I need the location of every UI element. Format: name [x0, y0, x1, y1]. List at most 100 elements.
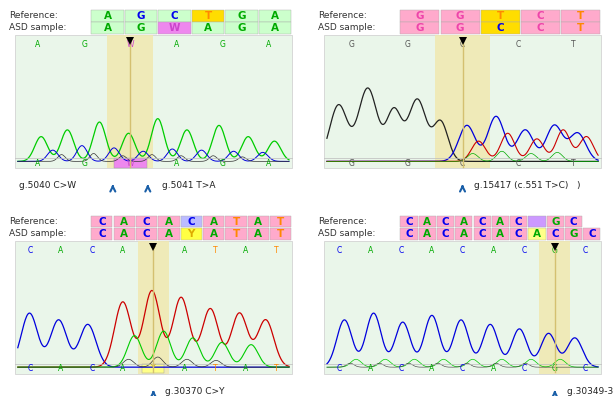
Text: A: A: [368, 364, 373, 373]
FancyBboxPatch shape: [248, 228, 269, 240]
Text: C: C: [522, 364, 527, 373]
Text: C: C: [522, 246, 527, 255]
FancyBboxPatch shape: [136, 216, 157, 227]
FancyBboxPatch shape: [481, 22, 520, 34]
Text: G: G: [551, 217, 560, 227]
Text: G: G: [404, 40, 410, 49]
FancyBboxPatch shape: [437, 228, 454, 240]
FancyBboxPatch shape: [192, 22, 224, 34]
Text: A: A: [243, 246, 248, 255]
Text: A: A: [460, 229, 468, 239]
Text: T: T: [205, 11, 211, 21]
Text: A: A: [210, 229, 218, 239]
FancyBboxPatch shape: [248, 216, 269, 227]
Text: A: A: [181, 364, 187, 373]
Text: G: G: [416, 23, 424, 33]
FancyBboxPatch shape: [136, 228, 157, 240]
Text: G: G: [552, 364, 558, 373]
FancyBboxPatch shape: [521, 22, 560, 34]
Text: A: A: [266, 40, 272, 49]
Text: C: C: [588, 229, 596, 239]
Text: C: C: [460, 364, 465, 373]
Text: A: A: [271, 11, 279, 21]
FancyBboxPatch shape: [203, 216, 224, 227]
Text: g.15417 (c.551 T>C)   ): g.15417 (c.551 T>C) ): [474, 181, 581, 190]
Text: A: A: [58, 246, 64, 255]
Text: G: G: [237, 23, 246, 33]
FancyBboxPatch shape: [113, 216, 135, 227]
Text: W: W: [126, 40, 134, 49]
FancyBboxPatch shape: [138, 241, 169, 374]
Text: T: T: [213, 364, 217, 373]
FancyBboxPatch shape: [226, 228, 246, 240]
Text: A: A: [243, 364, 248, 373]
Text: A: A: [368, 246, 373, 255]
FancyBboxPatch shape: [107, 35, 153, 168]
FancyBboxPatch shape: [400, 10, 440, 22]
FancyBboxPatch shape: [492, 216, 509, 227]
FancyBboxPatch shape: [474, 228, 490, 240]
Text: G: G: [219, 40, 226, 49]
Text: A: A: [174, 40, 179, 49]
Text: G: G: [137, 23, 145, 33]
FancyBboxPatch shape: [419, 228, 436, 240]
FancyBboxPatch shape: [419, 216, 436, 227]
FancyBboxPatch shape: [226, 10, 258, 22]
Text: A: A: [58, 364, 64, 373]
Text: C: C: [460, 40, 465, 49]
FancyBboxPatch shape: [226, 22, 258, 34]
FancyBboxPatch shape: [455, 228, 473, 240]
FancyBboxPatch shape: [91, 228, 112, 240]
Text: G: G: [137, 11, 145, 21]
Text: C: C: [98, 217, 105, 227]
FancyBboxPatch shape: [435, 35, 490, 168]
FancyBboxPatch shape: [565, 216, 582, 227]
Text: A: A: [423, 229, 432, 239]
FancyBboxPatch shape: [562, 10, 601, 22]
FancyBboxPatch shape: [192, 10, 224, 22]
FancyBboxPatch shape: [584, 228, 601, 240]
Text: A: A: [429, 246, 435, 255]
Text: g.30370 C>Y: g.30370 C>Y: [165, 387, 224, 396]
Text: A: A: [181, 246, 187, 255]
Text: C: C: [405, 229, 413, 239]
FancyBboxPatch shape: [259, 22, 291, 34]
Text: T: T: [213, 246, 217, 255]
FancyBboxPatch shape: [270, 228, 291, 240]
Text: C: C: [89, 364, 94, 373]
Text: A: A: [460, 217, 468, 227]
Text: C: C: [98, 229, 105, 239]
Text: C: C: [460, 246, 465, 255]
Text: T: T: [232, 217, 240, 227]
Text: C: C: [337, 246, 342, 255]
Text: G: G: [552, 246, 558, 255]
Text: C: C: [171, 11, 178, 21]
Text: C: C: [570, 217, 577, 227]
FancyBboxPatch shape: [441, 22, 480, 34]
Text: C: C: [28, 364, 33, 373]
FancyBboxPatch shape: [492, 228, 509, 240]
FancyBboxPatch shape: [114, 158, 147, 168]
FancyBboxPatch shape: [455, 216, 473, 227]
Text: W: W: [126, 159, 134, 168]
FancyBboxPatch shape: [181, 228, 202, 240]
Text: T: T: [577, 11, 585, 21]
Text: ASD sample:: ASD sample:: [318, 229, 376, 238]
Text: C: C: [28, 246, 33, 255]
Text: C: C: [398, 246, 403, 255]
Text: A: A: [210, 217, 218, 227]
Text: C: C: [143, 229, 150, 239]
FancyBboxPatch shape: [510, 228, 527, 240]
Text: A: A: [36, 40, 40, 49]
Text: A: A: [423, 217, 432, 227]
Text: C: C: [478, 229, 486, 239]
Text: C: C: [552, 229, 559, 239]
Text: C: C: [583, 246, 588, 255]
Text: A: A: [254, 217, 262, 227]
Text: T: T: [232, 229, 240, 239]
Text: A: A: [204, 23, 212, 33]
Text: C: C: [188, 217, 195, 227]
FancyBboxPatch shape: [521, 10, 560, 22]
Text: C: C: [478, 217, 486, 227]
FancyBboxPatch shape: [437, 216, 454, 227]
